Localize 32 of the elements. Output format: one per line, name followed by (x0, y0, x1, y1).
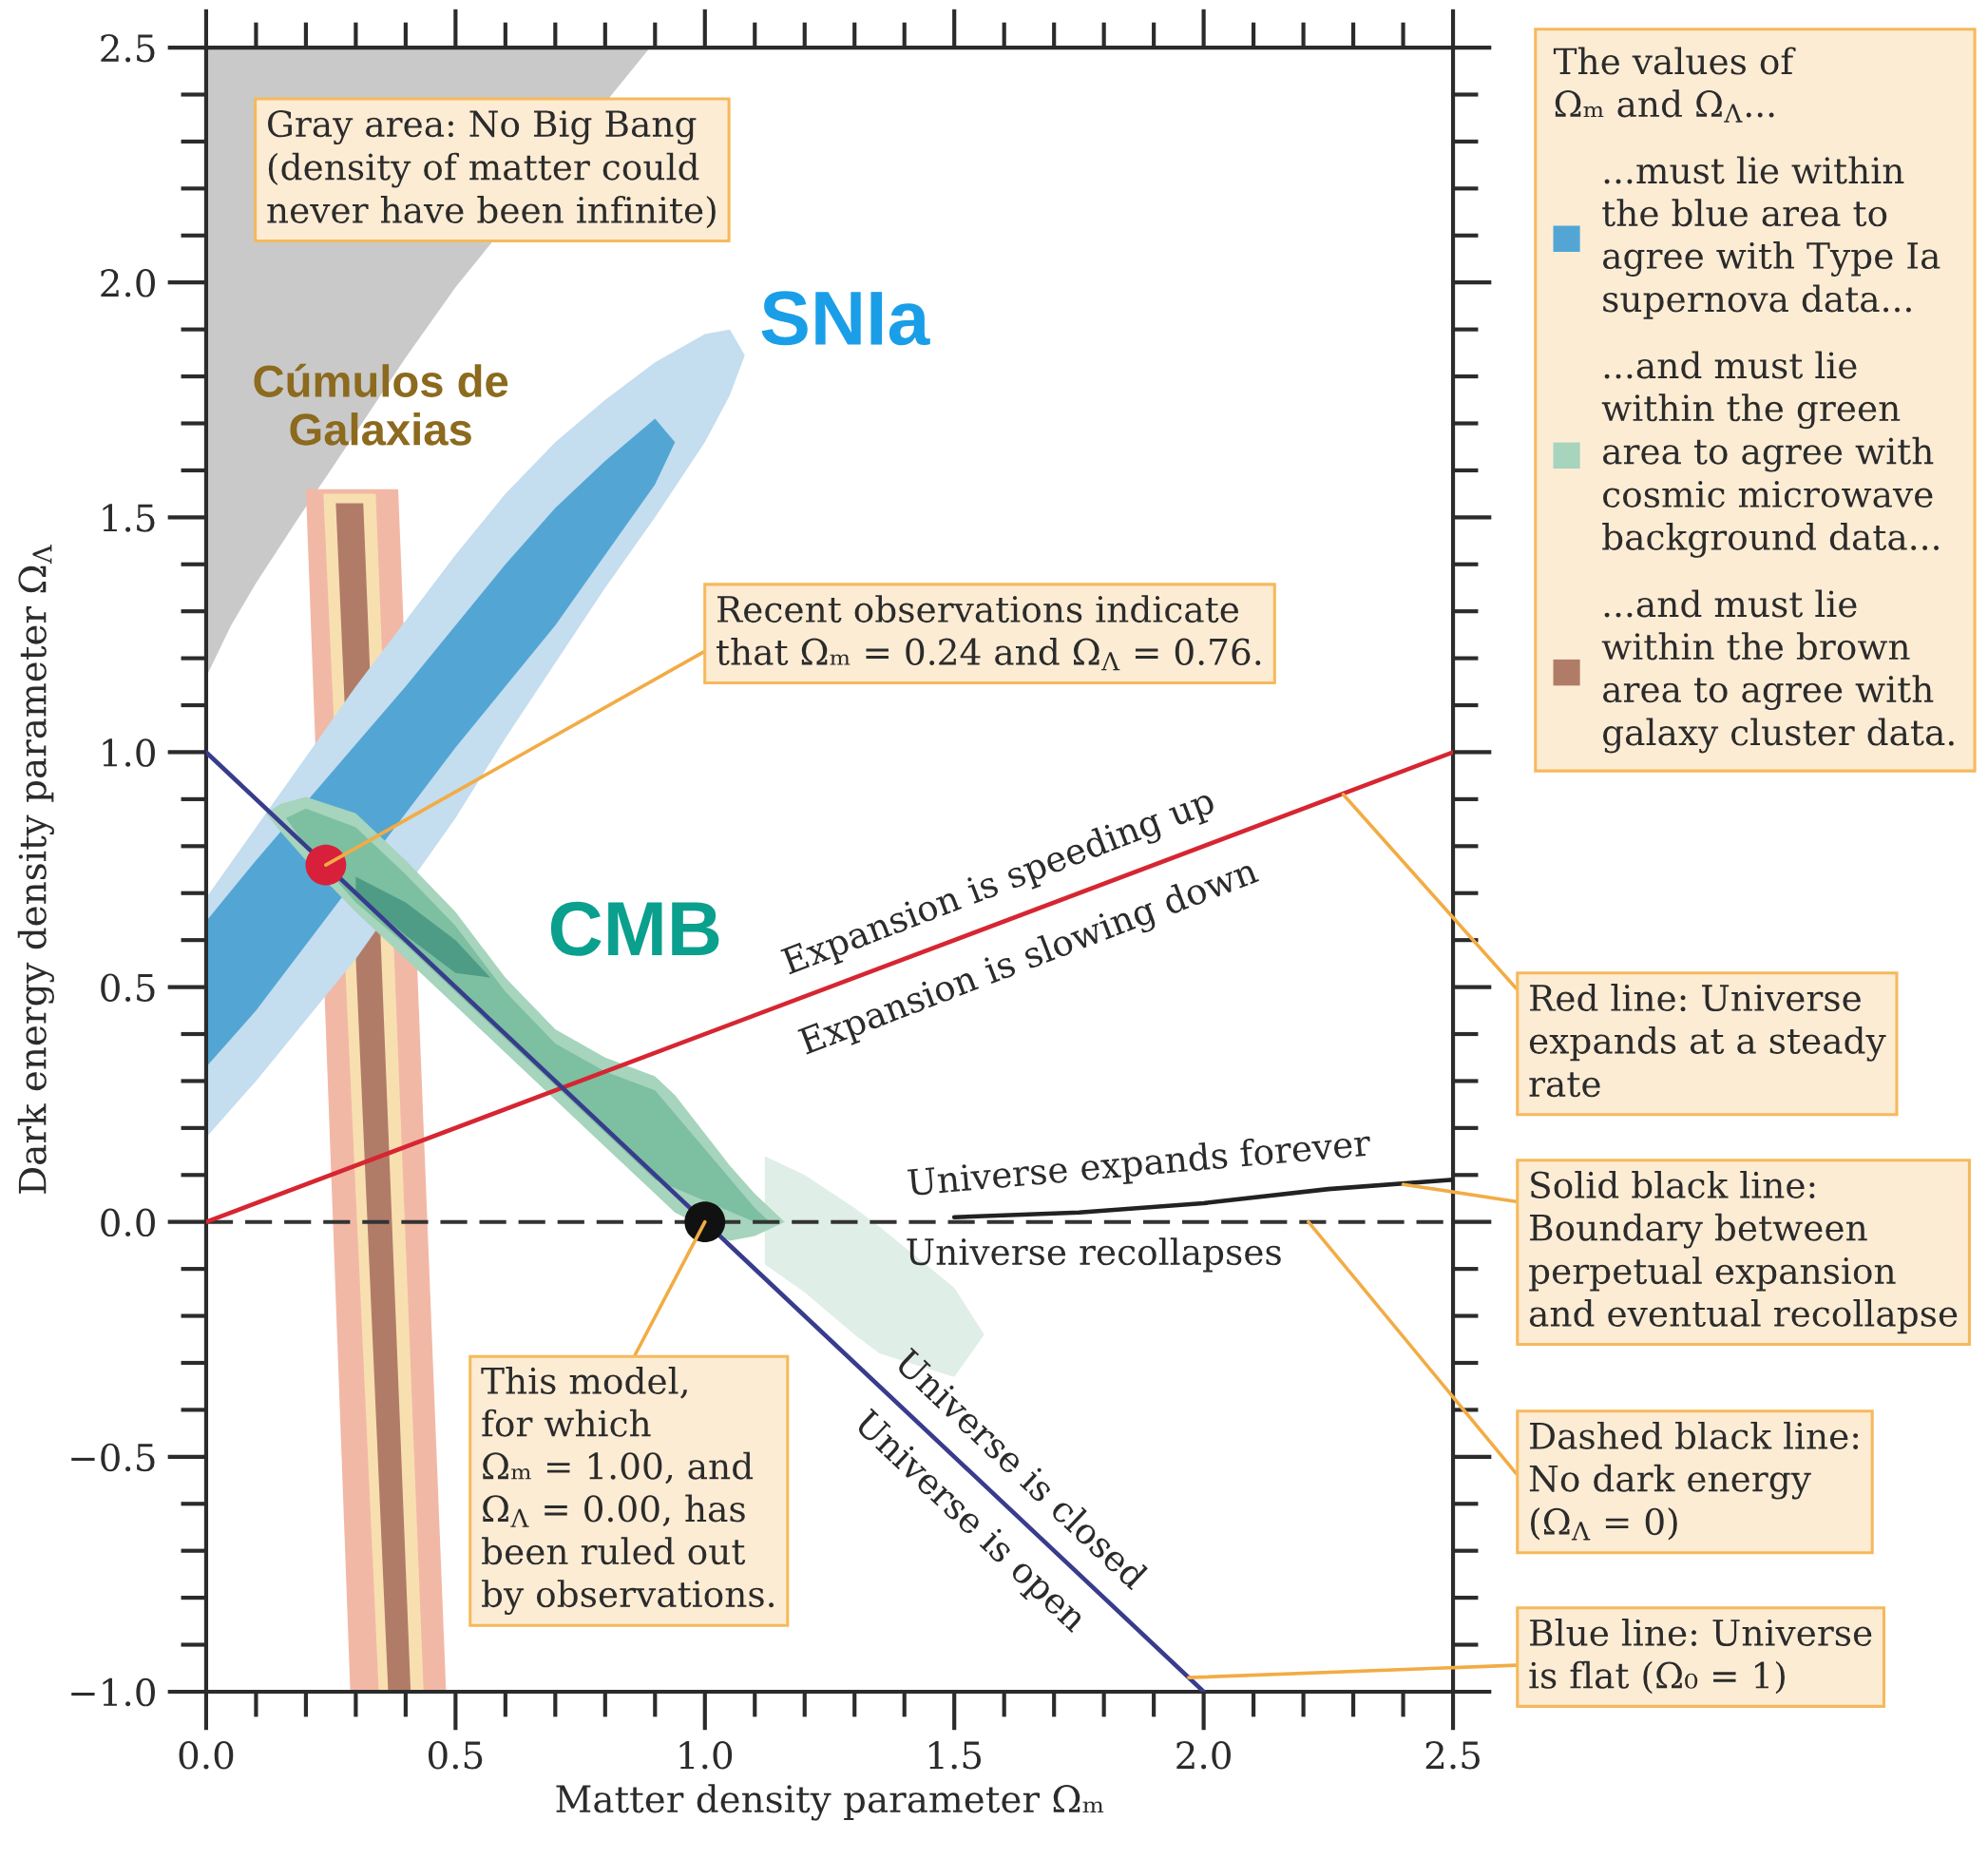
annotation: Red line: Universe expands at a steady rate (1529, 984, 1886, 1098)
y-tick-label: 2.0 (101, 269, 155, 297)
legend-label: ...and must lie within the brown area to agree with galaxy cluster data. (1601, 589, 1954, 754)
annotation: Gray area: No Big Bang (density of matter could never have been infinite) (267, 109, 716, 229)
annotation: SNIa (761, 291, 930, 346)
y-tick-label: 1.0 (103, 738, 155, 767)
x-axis-title: Matter density parameter Ωₘ (556, 1784, 1104, 1821)
annotation: This model, for which Ωₘ = 1.00, and Ω$_{Λ}$ = 0.00, has been ruled out by observations. (481, 1366, 774, 1615)
annotation: Dashed black line: No dark energy (Ω$_{Λ}$ = 0) (1529, 1421, 1859, 1541)
y-tick-label: 2.5 (101, 33, 155, 63)
y-axis-title: Dark energy density parameter Ω$_{Λ}$ (17, 545, 54, 1194)
x-tick-label: 2.5 (1425, 1741, 1480, 1770)
annotation: Universe expands forever (907, 1128, 1372, 1203)
annotation: Blue line: Universe is flat (Ω₀ = 1) (1529, 1618, 1872, 1695)
annotation: Solid black line: Boundary between perpetual expansion and eventual recollapse (1529, 1170, 1958, 1334)
annotation: CMB (550, 901, 719, 956)
y-tick-label: −0.5 (71, 1443, 155, 1472)
x-tick-label: 2.0 (1176, 1741, 1231, 1770)
y-tick-label: 0.0 (101, 1208, 155, 1237)
annotation: Cúmulos de Galaxias (254, 363, 508, 446)
x-tick-label: 1.5 (929, 1741, 982, 1770)
annotation: Recent observations indicate that Ωₘ = 0.24 and Ω$_{Λ}$ = 0.76. (717, 595, 1261, 671)
x-tick-label: 0.0 (179, 1741, 234, 1770)
y-tick-label: 1.5 (103, 504, 155, 532)
y-tick-label: 0.5 (101, 973, 155, 1002)
y-tick-label: −1.0 (71, 1677, 155, 1707)
x-tick-label: 1.0 (679, 1741, 733, 1770)
x-tick-label: 0.5 (429, 1741, 483, 1770)
legend-title: The values of Ωₘ and Ω$_{Λ}$... (1553, 47, 1796, 123)
legend-label: ...must lie within the blue area to agree with Type Ia supernova data... (1602, 156, 1940, 319)
annotation: Universe recollapses (907, 1237, 1281, 1273)
legend-label: ...and must lie within the green area to agree with cosmic microwave background data... (1601, 351, 1939, 558)
